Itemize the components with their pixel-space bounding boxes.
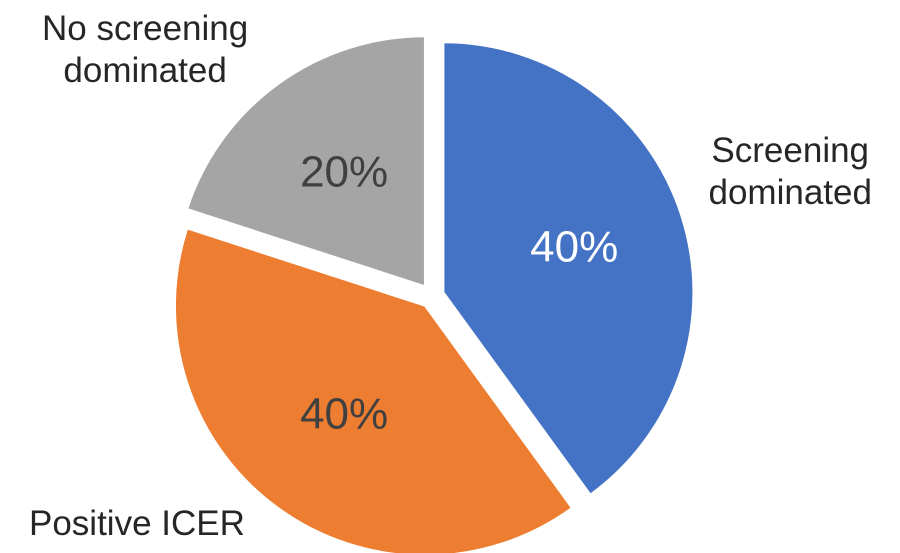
pie-slice xyxy=(173,227,574,553)
pie-slice xyxy=(442,41,695,496)
data-label: 40% xyxy=(530,222,618,271)
pie-slice xyxy=(185,35,426,288)
category-label: Positive ICER xyxy=(29,504,245,543)
category-label: Screening dominated xyxy=(708,131,872,212)
data-label: 40% xyxy=(300,390,388,439)
data-label: 20% xyxy=(300,148,388,197)
category-label: No screening dominated xyxy=(42,9,249,90)
